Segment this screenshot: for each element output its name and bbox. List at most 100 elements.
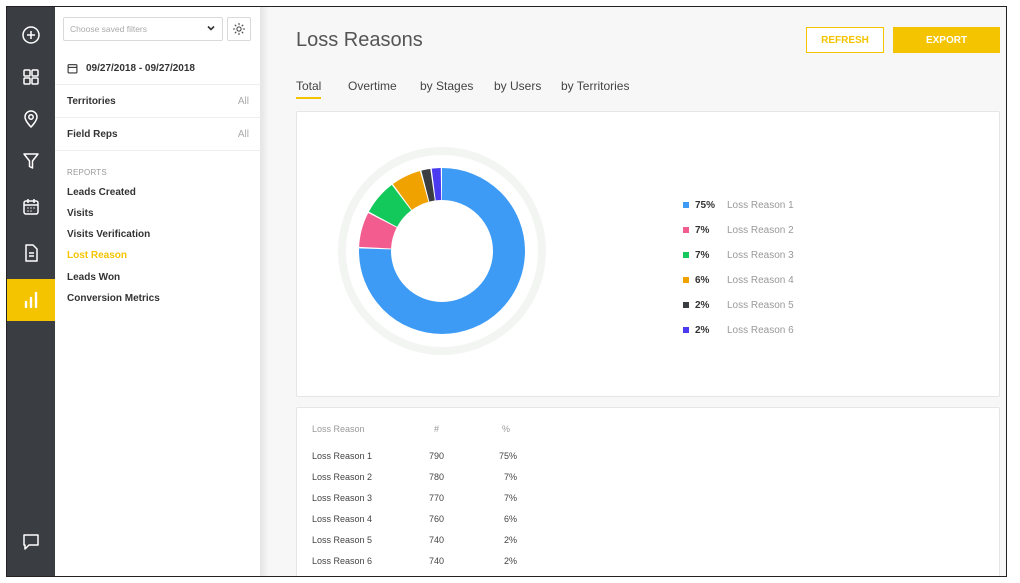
report-visits-verification[interactable]: Visits Verification [67,229,151,240]
filter-sidebar: Choose saved filters 09/27/2018 - 09/27/… [55,7,261,576]
calendar-icon [23,199,39,215]
filter-field-reps[interactable]: Field Reps All [55,118,261,151]
rail-documents-button[interactable] [7,233,55,273]
table-cell-reason: Loss Reason 2 [312,472,373,482]
legend-label: Loss Reason 2 [727,224,794,236]
map-pin-icon [24,110,38,129]
legend-item-2[interactable]: 7% Loss Reason 2 [683,223,883,237]
reports-heading: REPORTS [67,168,107,177]
filter-field-reps-value: All [237,128,249,140]
sidebar-divider [261,7,269,576]
table-cell-percent: 7% [503,493,517,503]
legend-percent: 6% [695,274,710,286]
table-header-percent: % [502,424,511,434]
tab-total[interactable]: Total [296,79,322,99]
filter-territories-label: Territories [67,95,116,107]
legend-swatch [683,302,689,308]
donut-chart [338,147,546,355]
table-cell-percent: 75% [498,451,517,461]
table-cell-reason: Loss Reason 5 [312,535,373,545]
chat-icon [23,534,39,550]
legend-label: Loss Reason 5 [727,299,794,311]
legend-label: Loss Reason 6 [727,324,794,336]
saved-filters-placeholder: Choose saved filters [70,24,148,34]
legend-percent: 7% [695,224,710,236]
grid-icon [23,69,39,85]
report-conversion-metrics[interactable]: Conversion Metrics [67,293,160,304]
legend-item-3[interactable]: 7% Loss Reason 3 [683,248,883,262]
calendar-small-icon [67,64,78,74]
legend-swatch [683,252,689,258]
table-cell-reason: Loss Reason 3 [312,493,373,503]
table-cell-count: 790 [428,451,444,461]
filter-territories[interactable]: Territories All [55,85,261,118]
table-cell-percent: 6% [503,514,517,524]
table-cell-reason: Loss Reason 4 [312,514,373,524]
rail-map-button[interactable] [7,99,55,139]
legend-item-4[interactable]: 6% Loss Reason 4 [683,273,883,287]
legend-percent: 2% [695,299,710,311]
filter-territories-value: All [237,95,249,107]
saved-filters-select[interactable]: Choose saved filters [63,17,223,41]
page-title: Loss Reasons [296,29,423,51]
tab-by-users[interactable]: by Users [494,79,542,93]
rail-reports-button[interactable] [7,279,55,321]
legend-item-6[interactable]: 2% Loss Reason 6 [683,323,883,337]
table-cell-count: 740 [428,556,444,566]
rail-funnel-button[interactable] [7,141,55,181]
legend-swatch [683,227,689,233]
icon-rail [7,7,55,576]
table-header-reason: Loss Reason [312,424,365,434]
app-frame: Choose saved filters 09/27/2018 - 09/27/… [6,6,1007,577]
legend-label: Loss Reason 3 [727,249,794,261]
main-content: Loss Reasons REFRESH EXPORT Total Overti… [269,7,1006,576]
rail-chat-button[interactable] [7,522,55,562]
report-lost-reason[interactable]: Lost Reason [67,250,128,261]
legend-percent: 75% [695,199,716,211]
table-cell-percent: 2% [503,535,517,545]
table-cell-percent: 2% [503,556,517,566]
rail-calendar-button[interactable] [7,187,55,227]
donut-halo [338,147,546,355]
legend-swatch [683,327,689,333]
chart-card: 75% Loss Reason 1 7% Loss Reason 2 7% Loss Re… [296,111,1000,397]
table-cell-count: 770 [428,493,444,503]
filter-field-reps-label: Field Reps [67,128,118,140]
chevron-down-icon [206,23,216,35]
legend-label: Loss Reason 1 [727,199,794,211]
filter-settings-button[interactable] [227,17,251,41]
report-leads-created[interactable]: Leads Created [67,187,136,198]
document-icon [25,244,38,262]
table-cell-count: 740 [428,535,444,545]
table-cell-reason: Loss Reason 6 [312,556,373,566]
table-header-count: # [434,424,440,434]
legend-percent: 2% [695,324,710,336]
legend-label: Loss Reason 4 [727,274,794,286]
tab-by-territories[interactable]: by Territories [561,79,630,93]
rail-dashboard-button[interactable] [7,57,55,97]
date-range-value: 09/27/2018 - 09/27/2018 [86,63,195,74]
table-cell-count: 780 [428,472,444,482]
gear-icon [233,23,245,35]
refresh-button[interactable]: REFRESH [806,27,884,53]
legend-swatch [683,277,689,283]
loss-reason-table: Loss Reason # % Loss Reason 1 790 75% Loss … [296,407,1000,576]
funnel-icon [23,153,39,169]
tab-overtime[interactable]: Overtime [348,79,397,93]
report-leads-won[interactable]: Leads Won [67,272,121,283]
tab-by-stages[interactable]: by Stages [420,79,474,93]
report-visits[interactable]: Visits [67,208,94,219]
rail-add-button[interactable] [7,15,55,55]
legend-swatch [683,202,689,208]
table-cell-count: 760 [428,514,444,524]
legend-item-5[interactable]: 2% Loss Reason 5 [683,298,883,312]
export-button[interactable]: EXPORT [893,27,1000,53]
table-cell-percent: 7% [503,472,517,482]
date-range-picker[interactable]: 09/27/2018 - 09/27/2018 [55,53,261,85]
bar-chart-icon [24,291,38,309]
table-cell-reason: Loss Reason 1 [312,451,373,461]
plus-circle-icon [22,26,40,44]
legend-item-1[interactable]: 75% Loss Reason 1 [683,198,883,212]
donut-slice-1[interactable] [359,168,525,334]
legend-percent: 7% [695,249,710,261]
